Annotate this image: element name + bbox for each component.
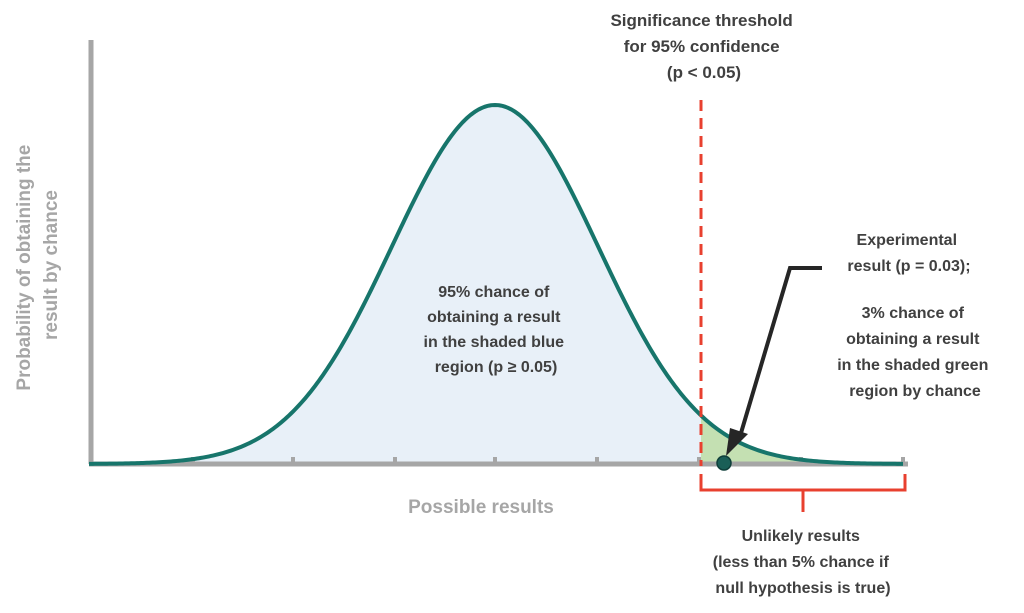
experimental-result-point — [716, 455, 732, 471]
shaded-blue-region — [89, 105, 701, 464]
green-region-label: 3% chance of obtaining a result in the s… — [837, 305, 993, 400]
arrow-head — [726, 428, 748, 456]
shaded-green-region — [701, 415, 903, 464]
y-axis-label: Probability of obtaining the result by c… — [14, 139, 62, 390]
experimental-arrow — [739, 266, 822, 434]
threshold-label: Significance threshold for 95% confidenc… — [610, 11, 797, 82]
x-axis-label: Possible results — [408, 497, 554, 518]
blue-region-label: 95% chance of obtaining a result in the … — [424, 284, 569, 376]
unlikely-results-bracket — [699, 474, 907, 512]
distribution-curve — [88, 102, 904, 466]
experimental-result-label: Experimental result (p = 0.03); — [847, 232, 970, 275]
unlikely-results-label: Unlikely results (less than 5% chance if… — [713, 528, 894, 597]
